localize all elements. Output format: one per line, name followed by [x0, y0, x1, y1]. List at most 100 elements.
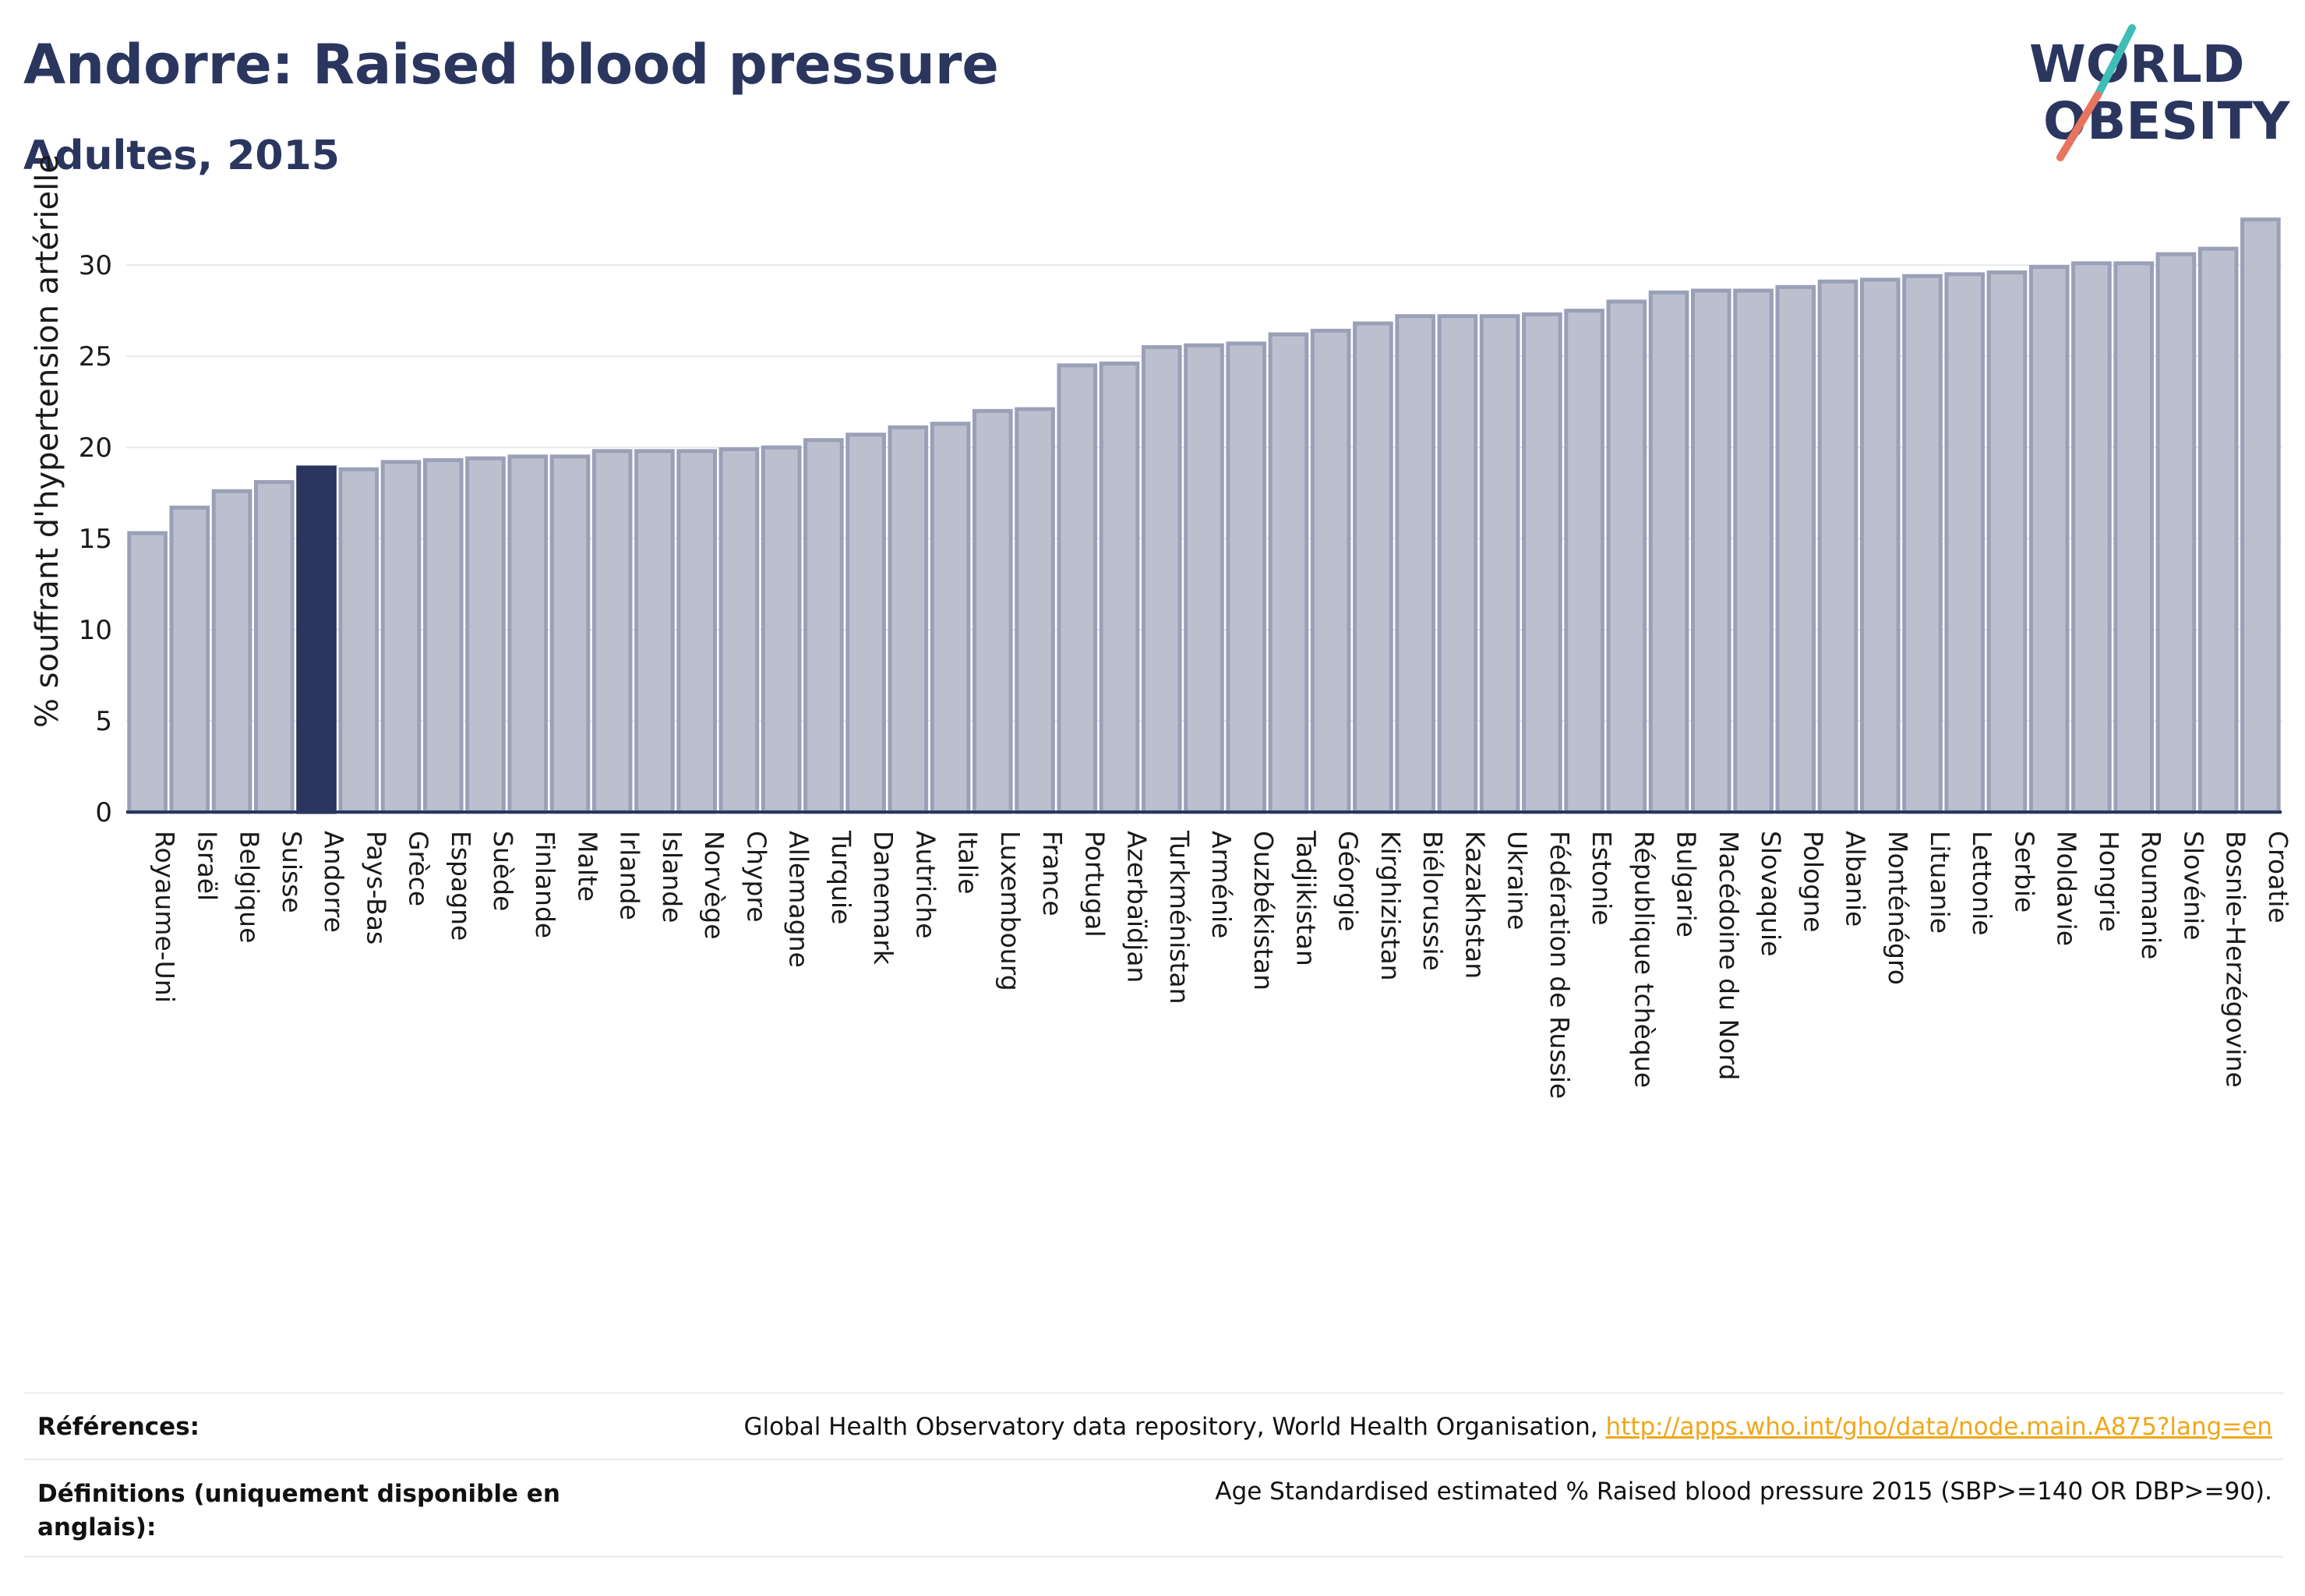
x-tick-label: Belgique: [235, 831, 265, 943]
x-tick-label: Israël: [192, 831, 222, 901]
bar: [1775, 284, 1816, 814]
x-tick-label: Bosnie-Herzégovine: [2221, 831, 2251, 1088]
x-tick-label: Croatie: [2263, 831, 2293, 923]
bar: [380, 460, 422, 814]
bar: [930, 422, 971, 814]
bar: [1522, 312, 1562, 814]
bar: [465, 456, 506, 814]
x-tick-label: Norvège: [699, 831, 729, 940]
y-tick-label: 10: [79, 615, 112, 646]
x-tick-label: Biélorussie: [1417, 831, 1448, 971]
bar: [1437, 314, 1478, 814]
references-link[interactable]: http://apps.who.int/gho/data/node.main.A…: [1605, 1413, 2272, 1441]
bar: [254, 480, 295, 814]
references-row: Références: Global Health Observatory da…: [23, 1392, 2283, 1458]
bar: [591, 449, 633, 814]
x-tick-label: Irlande: [615, 831, 645, 920]
y-axis-ticks: 0 5 10 15 20 25 30: [79, 250, 112, 828]
y-tick-label: 0: [95, 797, 112, 828]
bar: [169, 505, 210, 814]
x-tick-label: Roumanie: [2136, 831, 2166, 959]
x-tick-label: Italie: [953, 831, 983, 895]
bar: [1310, 328, 1351, 814]
x-tick-label: Pays-Bas: [361, 831, 391, 945]
logo-slash-coral: [2056, 91, 2102, 161]
bar: [1944, 272, 1986, 814]
logo-line1: WORLD: [2029, 34, 2245, 94]
bar: [1817, 279, 1858, 814]
bar-highlight: [296, 465, 337, 814]
bar: [676, 449, 717, 814]
x-tick-label: Macédoine du Nord: [1714, 831, 1744, 1080]
x-tick-label: Grèce: [404, 831, 434, 906]
x-tick-label: Azerbaïdjan: [1122, 831, 1152, 983]
references-label: Références:: [37, 1413, 200, 1441]
bar: [422, 457, 464, 814]
x-tick-label: Autriche: [910, 831, 941, 939]
x-tick-label: Géorgie: [1333, 831, 1364, 931]
bar: [2197, 246, 2239, 814]
x-tick-label: Royaume-Uni: [150, 831, 180, 1003]
bar: [1691, 288, 1731, 814]
x-tick-label: Espagne: [446, 831, 476, 941]
x-tick-label: Slovénie: [2178, 831, 2208, 941]
bar: [1184, 343, 1224, 814]
bar: [1479, 314, 1520, 814]
x-tick-label: Moldavie: [2052, 831, 2082, 946]
bar: [2028, 265, 2070, 814]
x-tick-label: Chypre: [741, 831, 771, 923]
y-tick-label: 30: [79, 250, 112, 281]
bar: [549, 454, 591, 814]
y-tick-label: 25: [79, 341, 112, 373]
x-tick-label: Tadjikistan: [1290, 830, 1321, 966]
y-tick-label: 15: [79, 524, 112, 555]
x-tick-label: Lituanie: [1925, 831, 1955, 934]
definitions-value: Age Standardised estimated % Raised bloo…: [1215, 1478, 2272, 1506]
bar: [1395, 314, 1435, 814]
bar: [1353, 321, 1393, 814]
bar: [1141, 344, 1182, 814]
y-axis-label: % souffrant d'hypertension artérielle: [30, 154, 65, 728]
x-tick-label: Portugal: [1079, 831, 1110, 937]
references-value: Global Health Observatory data repositor…: [743, 1413, 2272, 1441]
bar: [1648, 290, 1689, 814]
bar: [1564, 309, 1604, 814]
x-tick-label: République tchèque: [1629, 831, 1659, 1088]
x-tick-label: Finlande: [530, 831, 560, 938]
bar: [1268, 332, 1309, 814]
bar: [1606, 299, 1647, 814]
bar: [2240, 217, 2281, 814]
x-tick-label: Turkménistan: [1164, 830, 1195, 1005]
x-tick-label: France: [1037, 831, 1068, 916]
x-tick-label: Lettonie: [1967, 831, 1997, 936]
x-tick-label: Pologne: [1798, 831, 1828, 932]
x-tick-label: Malte: [572, 831, 602, 902]
bar: [761, 445, 802, 814]
bar-chart: 0 5 10 15 20 25 30 Royaume-Uni Israël Belgique Su…: [30, 154, 2293, 1099]
bar: [1099, 362, 1140, 814]
bar: [634, 449, 675, 814]
x-tick-label: Estonie: [1587, 831, 1617, 926]
world-obesity-logo: WORLD OBESITY: [2029, 24, 2291, 161]
x-tick-label: Danemark: [868, 831, 898, 966]
bar: [972, 408, 1013, 814]
bar: [1902, 274, 1943, 814]
y-tick-label: 5: [95, 706, 112, 737]
x-tick-label: Turquie: [826, 830, 856, 924]
x-tick-label: Ouzbékistan: [1248, 831, 1279, 990]
bar: [127, 531, 168, 814]
x-tick-label: Ukraine: [1502, 831, 1533, 930]
x-tick-label: Monténégro: [1883, 831, 1913, 985]
x-tick-label: Kazakhstan: [1460, 831, 1490, 979]
x-tick-label: Slovaquie: [1756, 831, 1786, 956]
x-tick-label: Suède: [488, 831, 518, 911]
bar: [845, 433, 886, 814]
x-tick-label: Islande: [657, 831, 687, 923]
logo-slash-teal: [2094, 24, 2136, 99]
x-tick-label: Bulgarie: [1671, 831, 1702, 937]
bar: [211, 489, 252, 814]
y-tick-label: 20: [79, 433, 112, 464]
bar: [1015, 407, 1055, 814]
bar: [1057, 363, 1098, 814]
x-tick-label: Albanie: [1841, 831, 1871, 927]
